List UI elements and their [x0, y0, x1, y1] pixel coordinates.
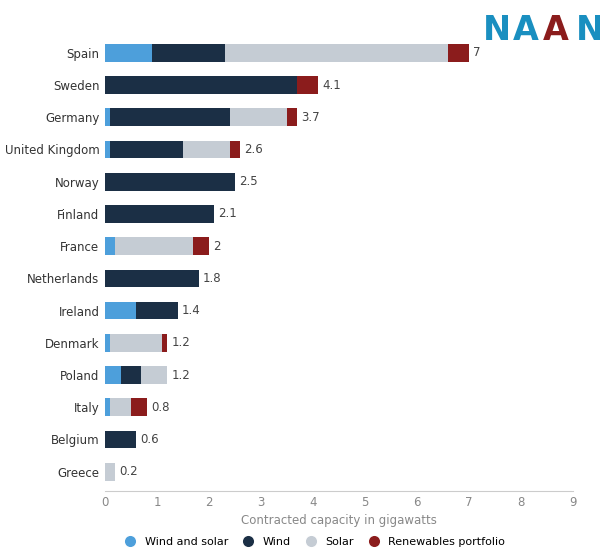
Bar	[105, 463, 115, 480]
Bar	[448, 44, 469, 62]
Bar	[136, 302, 178, 319]
Text: A: A	[513, 14, 539, 47]
Bar	[230, 141, 240, 158]
Text: 1.4: 1.4	[182, 304, 201, 317]
Text: 2.6: 2.6	[244, 143, 263, 156]
Text: 1.2: 1.2	[172, 336, 190, 349]
Bar	[105, 76, 298, 94]
Text: 0.2: 0.2	[119, 465, 138, 478]
Bar	[105, 431, 136, 448]
Bar	[105, 205, 214, 223]
Bar	[105, 270, 199, 287]
Bar	[121, 366, 142, 384]
Bar	[105, 108, 110, 126]
Text: 0.6: 0.6	[140, 433, 159, 446]
Bar	[162, 334, 167, 352]
Bar	[105, 237, 115, 255]
Bar	[105, 398, 110, 416]
Text: N: N	[576, 14, 600, 47]
Text: 3.7: 3.7	[302, 110, 320, 124]
Bar	[142, 366, 167, 384]
Bar	[131, 398, 146, 416]
Bar	[183, 141, 230, 158]
Text: 4.1: 4.1	[322, 79, 341, 92]
Text: 7: 7	[473, 46, 481, 59]
Bar	[110, 108, 230, 126]
Legend: Wind and solar, Wind, Solar, Renewables portfolio: Wind and solar, Wind, Solar, Renewables …	[113, 531, 511, 552]
Bar	[105, 302, 136, 319]
Bar	[193, 237, 209, 255]
Text: 1.8: 1.8	[203, 272, 221, 285]
Bar	[105, 173, 235, 191]
Bar	[298, 76, 318, 94]
Text: A: A	[543, 14, 569, 47]
X-axis label: Contracted capacity in gigawatts: Contracted capacity in gigawatts	[241, 514, 437, 527]
Bar	[105, 44, 152, 62]
Bar	[110, 398, 131, 416]
Text: 2.1: 2.1	[218, 208, 237, 220]
Bar	[110, 334, 162, 352]
Bar	[224, 44, 448, 62]
Text: 2: 2	[213, 239, 221, 253]
Bar	[230, 108, 287, 126]
Text: 1.2: 1.2	[172, 368, 190, 382]
Text: 0.8: 0.8	[151, 401, 169, 414]
Text: N: N	[483, 14, 511, 47]
Bar	[287, 108, 298, 126]
Bar	[105, 141, 110, 158]
Bar	[105, 366, 121, 384]
Text: 2.5: 2.5	[239, 175, 258, 188]
Bar	[110, 141, 183, 158]
Bar	[152, 44, 224, 62]
Bar	[105, 334, 110, 352]
Bar	[115, 237, 193, 255]
